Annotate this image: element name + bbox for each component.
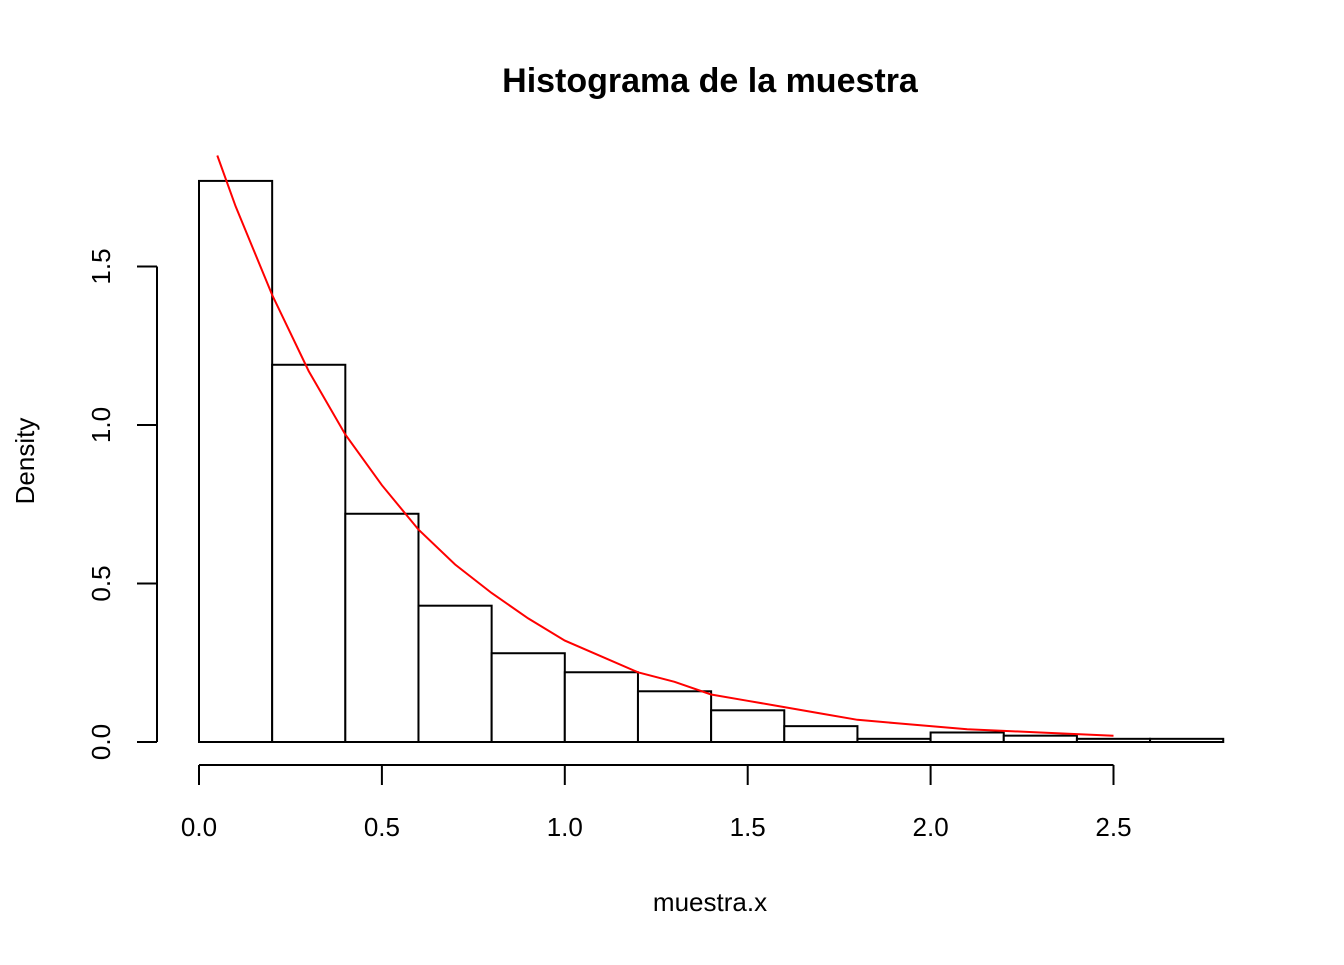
x-tick-label: 0.0 xyxy=(181,812,217,842)
histogram-bar-5 xyxy=(490,652,566,743)
histogram-bar-14 xyxy=(1149,737,1225,744)
y-tick-label: 1.5 xyxy=(86,248,116,284)
histogram-bar-9 xyxy=(783,725,859,744)
density-curve-layer xyxy=(216,155,1114,737)
x-tick-label: 1.5 xyxy=(730,812,766,842)
histogram-bar-10 xyxy=(856,737,932,744)
x-axis-label: muestra.x xyxy=(653,887,767,917)
histogram-bar-8 xyxy=(710,709,786,743)
histogram-bar-1 xyxy=(198,179,274,744)
histogram-bar-13 xyxy=(1075,737,1152,744)
histogram-bar-3 xyxy=(344,512,420,744)
x-axis: 0.0 0.5 1.0 1.5 2.0 2.5 xyxy=(181,764,1132,842)
x-tick-label: 2.0 xyxy=(913,812,949,842)
x-tick-label: 1.0 xyxy=(547,812,583,842)
y-tick-label: 1.0 xyxy=(86,407,116,443)
histogram-bars xyxy=(198,179,1225,744)
histogram-bar-2 xyxy=(271,363,347,743)
histogram-bar-11 xyxy=(929,731,1005,743)
chart-title: Histograma de la muestra xyxy=(502,62,919,100)
x-tick-label: 2.5 xyxy=(1095,812,1131,842)
y-tick-label: 0.0 xyxy=(86,724,116,760)
y-axis: 0.0 0.5 1.0 1.5 xyxy=(86,248,158,760)
y-tick-label: 0.5 xyxy=(86,565,116,601)
density-curve xyxy=(216,155,1114,737)
histogram-bar-6 xyxy=(563,671,639,744)
histogram-bar-4 xyxy=(417,604,493,743)
histogram-bar-12 xyxy=(1002,734,1078,743)
histogram-bar-7 xyxy=(636,690,713,744)
x-tick-label: 0.5 xyxy=(364,812,400,842)
y-axis-label: Density xyxy=(10,418,40,505)
